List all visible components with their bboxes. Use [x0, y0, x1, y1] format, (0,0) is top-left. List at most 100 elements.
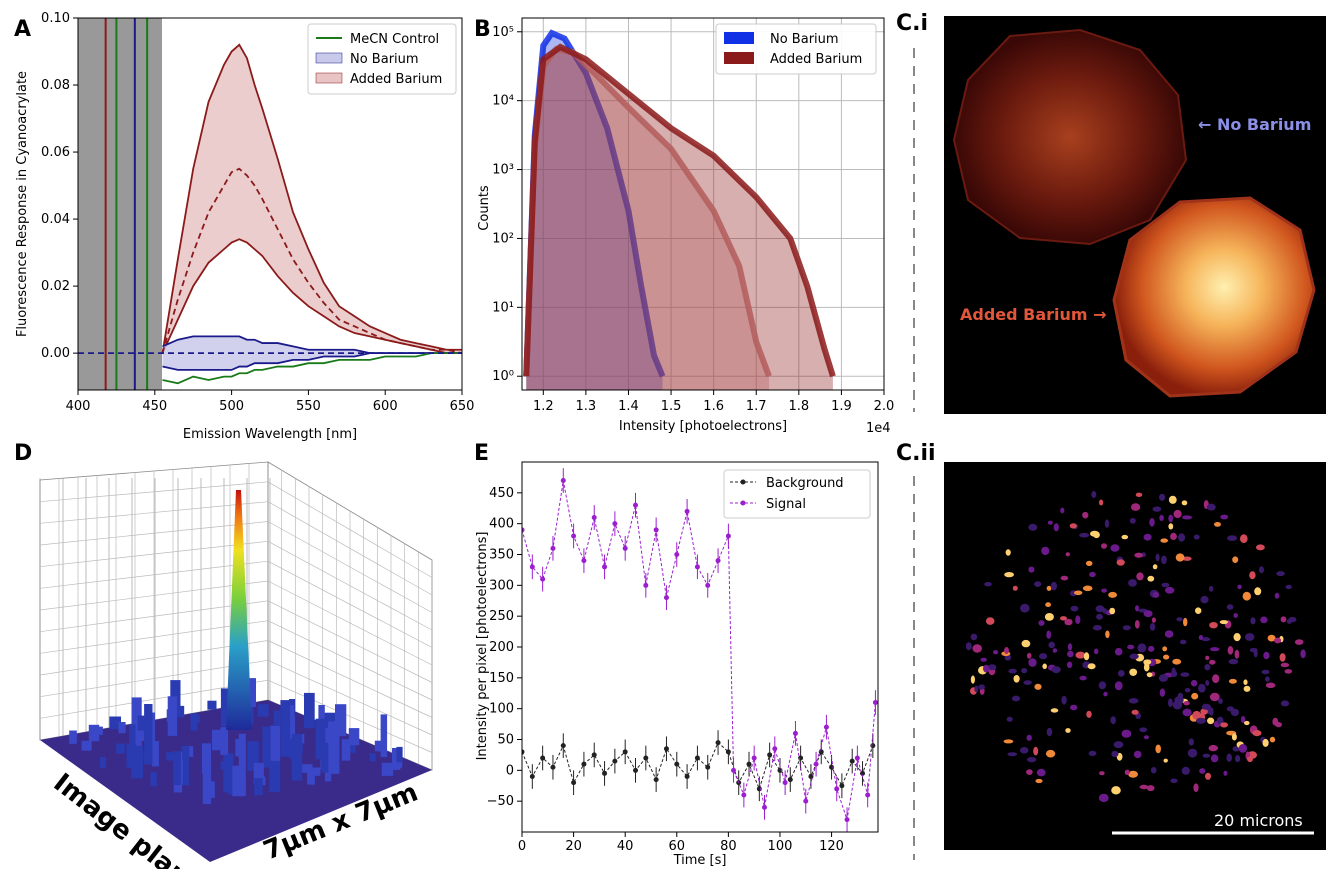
x-axis-label-a: Emission Wavelength [nm] — [183, 427, 357, 442]
point-background — [849, 758, 855, 764]
x-tick-label-b: 1.3 — [576, 399, 597, 414]
spot — [1079, 532, 1090, 538]
spot — [1249, 571, 1256, 580]
point-signal — [761, 804, 767, 810]
surface-peak — [226, 490, 252, 730]
spot — [1252, 730, 1262, 737]
point-signal — [622, 545, 628, 551]
spot — [1214, 522, 1221, 527]
surface-bump — [167, 696, 178, 736]
panel-e: E 0 20 40 60 80 100 120 −50 0 50 100 150 200 250 300 3… — [474, 441, 879, 868]
spot — [1070, 704, 1078, 711]
spot — [1205, 680, 1210, 686]
spot — [1247, 756, 1253, 763]
spot — [1201, 703, 1211, 710]
x-tick-label-a: 600 — [373, 399, 398, 414]
surface-bump — [208, 781, 215, 798]
surface-bump — [99, 757, 106, 768]
added-barium-annotation: Added Barium → — [960, 305, 1107, 324]
y-tick-label-e: 0 — [506, 763, 514, 778]
point-signal — [674, 552, 680, 557]
surface-bump — [396, 746, 403, 763]
panel-label-d: D — [14, 441, 32, 466]
point-background — [684, 774, 690, 779]
spot — [1026, 734, 1032, 741]
point-signal — [844, 817, 850, 823]
spot — [1095, 605, 1105, 613]
surface-bump — [253, 762, 264, 784]
spot — [980, 657, 987, 662]
3d-surface — [40, 490, 432, 862]
spot — [1041, 546, 1050, 556]
spot — [1218, 698, 1223, 704]
spot — [1065, 728, 1071, 733]
point-signal — [741, 792, 747, 798]
spot — [1242, 591, 1252, 601]
surface-bump — [118, 722, 126, 734]
x-ticks-b: 1.2 1.3 1.4 1.5 1.6 1.7 1.8 1.9 2.0 — [533, 390, 894, 414]
surface-bump — [274, 713, 281, 726]
spot — [1161, 555, 1167, 565]
y-tick-label-a: 0.04 — [41, 212, 70, 227]
spot — [1170, 778, 1178, 784]
point-signal — [643, 582, 649, 588]
point-background — [529, 774, 535, 779]
point-signal — [522, 527, 525, 533]
spot — [1205, 655, 1210, 661]
point-signal — [823, 724, 829, 730]
spot — [1170, 532, 1177, 541]
surface-bump — [193, 714, 200, 723]
y-tick-label-e: −50 — [487, 794, 514, 809]
spot — [1069, 523, 1077, 529]
x-tick-label-b: 1.9 — [831, 399, 852, 414]
spot — [1083, 652, 1090, 661]
x-tick-label-b: 1.4 — [618, 399, 639, 414]
panel-a: A 400 450 500 550 600 650 0.000.020.040.060.0… — [14, 11, 474, 442]
spot — [1152, 591, 1160, 598]
spot — [1238, 744, 1248, 753]
surface-bump — [247, 741, 259, 771]
spot — [1233, 633, 1241, 642]
legend-swatch-added-barium — [315, 72, 343, 84]
y-tick-label-e: 250 — [489, 609, 514, 624]
surface-bump — [374, 740, 384, 752]
spot — [1265, 682, 1276, 689]
no-barium-droplet — [952, 28, 1188, 246]
spot — [1244, 720, 1250, 726]
surface-bump — [212, 729, 223, 751]
band-lower-added-barium — [161, 238, 462, 355]
point-signal — [772, 746, 778, 752]
spot — [974, 685, 979, 693]
spot — [1131, 709, 1139, 715]
surface-bump — [131, 745, 144, 779]
spot — [1074, 590, 1083, 596]
y-tick-label-b: 10⁴ — [492, 94, 514, 109]
y-tick-label-b: 10¹ — [492, 300, 514, 315]
hist-fill-2 — [526, 46, 833, 390]
spot — [1033, 746, 1039, 756]
y-tick-label-b: 10³ — [492, 163, 514, 178]
spot — [1228, 678, 1237, 684]
spot — [1152, 564, 1158, 570]
surface-bump — [227, 783, 236, 795]
y-tick-label-a: 0.08 — [41, 78, 70, 93]
spot — [1121, 534, 1129, 540]
point-background — [808, 774, 814, 779]
spot — [1243, 685, 1251, 692]
spot — [1205, 772, 1211, 780]
y-tick-label-b: 10⁵ — [492, 25, 514, 40]
spot — [1098, 681, 1107, 690]
surface-bump — [137, 715, 146, 733]
point-signal — [571, 533, 577, 539]
surface-bump — [94, 726, 103, 735]
surface-bump — [202, 754, 212, 805]
surface-bump — [223, 753, 233, 793]
spot — [1091, 491, 1097, 498]
spot — [1110, 716, 1116, 725]
surface-bump — [292, 743, 303, 754]
surface-bump — [269, 760, 281, 792]
spot — [1183, 701, 1190, 706]
point-background — [787, 777, 793, 783]
x-tick-label-b: 1.6 — [703, 399, 724, 414]
spot — [1039, 653, 1048, 660]
